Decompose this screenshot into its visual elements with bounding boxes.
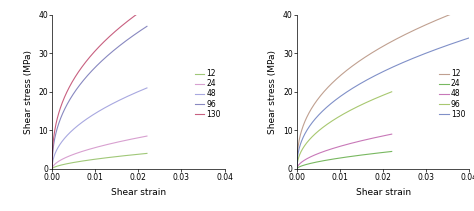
12 <box>50 167 55 170</box>
24 <box>105 143 111 146</box>
48 <box>352 141 358 144</box>
Y-axis label: Shear stress (MPa): Shear stress (MPa) <box>24 50 33 134</box>
130 <box>106 36 111 39</box>
Line: 48: 48 <box>52 88 147 169</box>
12 <box>396 37 402 39</box>
130 <box>397 63 402 65</box>
130 <box>50 151 55 154</box>
48 <box>135 90 141 93</box>
130 <box>129 16 135 19</box>
48 <box>105 105 111 107</box>
24 <box>144 135 150 137</box>
Line: 24: 24 <box>297 151 392 169</box>
12 <box>105 156 111 159</box>
12 <box>295 151 301 154</box>
96 <box>350 108 356 110</box>
48 <box>374 136 380 138</box>
24 <box>49 168 55 170</box>
96 <box>106 54 111 56</box>
24 <box>350 155 356 157</box>
24 <box>135 137 141 139</box>
130 <box>135 12 141 15</box>
12 <box>135 153 141 156</box>
Line: 24: 24 <box>52 136 147 169</box>
48 <box>294 168 300 170</box>
Line: 130: 130 <box>297 38 469 169</box>
24 <box>50 166 55 169</box>
24 <box>106 143 111 145</box>
48 <box>107 104 113 106</box>
Line: 130: 130 <box>52 7 147 169</box>
48 <box>129 93 135 96</box>
48 <box>49 168 55 170</box>
12 <box>49 168 55 170</box>
12 <box>397 36 402 39</box>
12 <box>294 168 300 170</box>
130 <box>144 6 150 8</box>
48 <box>294 166 300 169</box>
96 <box>350 107 356 110</box>
12 <box>107 156 113 159</box>
Line: 48: 48 <box>297 134 392 169</box>
130 <box>295 156 301 159</box>
24 <box>380 151 386 154</box>
24 <box>129 138 135 140</box>
96 <box>374 97 380 99</box>
96 <box>389 91 394 93</box>
12 <box>400 35 405 37</box>
130 <box>466 37 472 39</box>
96 <box>294 162 300 165</box>
48 <box>350 142 356 144</box>
130 <box>396 63 402 66</box>
Line: 96: 96 <box>52 26 147 169</box>
Legend: 12, 24, 48, 96, 130: 12, 24, 48, 96, 130 <box>195 69 221 119</box>
24 <box>374 152 380 154</box>
48 <box>106 104 111 107</box>
96 <box>135 31 141 34</box>
48 <box>380 135 386 137</box>
96 <box>49 168 55 170</box>
96 <box>380 94 386 97</box>
24 <box>107 143 113 145</box>
96 <box>105 54 111 56</box>
48 <box>144 87 150 89</box>
12 <box>466 6 472 8</box>
96 <box>144 25 150 28</box>
X-axis label: Shear strain: Shear strain <box>356 188 410 196</box>
12 <box>129 154 135 156</box>
Line: 96: 96 <box>297 92 392 169</box>
96 <box>129 35 135 38</box>
12 <box>106 156 111 159</box>
130 <box>294 168 300 170</box>
96 <box>352 107 358 109</box>
Line: 12: 12 <box>52 153 147 169</box>
96 <box>107 52 113 55</box>
Line: 12: 12 <box>297 7 469 169</box>
12 <box>439 16 445 19</box>
24 <box>294 168 300 170</box>
130 <box>107 35 113 37</box>
48 <box>350 142 356 144</box>
130 <box>105 37 111 39</box>
24 <box>389 150 394 153</box>
X-axis label: Shear strain: Shear strain <box>111 188 166 196</box>
Y-axis label: Shear stress (MPa): Shear stress (MPa) <box>268 50 277 134</box>
12 <box>144 152 150 155</box>
130 <box>439 46 445 48</box>
130 <box>450 42 456 45</box>
24 <box>352 155 358 157</box>
Legend: 12, 24, 48, 96, 130: 12, 24, 48, 96, 130 <box>439 69 465 119</box>
130 <box>400 62 405 64</box>
24 <box>294 167 300 169</box>
130 <box>49 168 55 170</box>
96 <box>50 155 55 158</box>
24 <box>350 155 356 157</box>
96 <box>294 168 300 170</box>
48 <box>389 133 394 135</box>
12 <box>450 12 456 15</box>
48 <box>50 162 55 165</box>
